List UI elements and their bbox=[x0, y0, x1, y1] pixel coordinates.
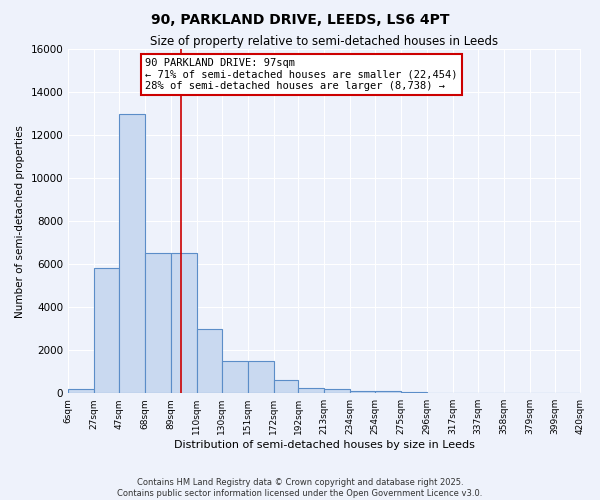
Bar bbox=[221, 361, 248, 393]
Bar bbox=[298, 388, 325, 393]
Text: 90, PARKLAND DRIVE, LEEDS, LS6 4PT: 90, PARKLAND DRIVE, LEEDS, LS6 4PT bbox=[151, 12, 449, 26]
Bar bbox=[401, 392, 427, 393]
Text: Contains HM Land Registry data © Crown copyright and database right 2025.
Contai: Contains HM Land Registry data © Crown c… bbox=[118, 478, 482, 498]
Bar bbox=[68, 389, 94, 393]
X-axis label: Distribution of semi-detached houses by size in Leeds: Distribution of semi-detached houses by … bbox=[174, 440, 475, 450]
Bar bbox=[274, 380, 298, 393]
Text: 90 PARKLAND DRIVE: 97sqm
← 71% of semi-detached houses are smaller (22,454)
28% : 90 PARKLAND DRIVE: 97sqm ← 71% of semi-d… bbox=[145, 58, 457, 91]
Y-axis label: Number of semi-detached properties: Number of semi-detached properties bbox=[15, 124, 25, 318]
Bar bbox=[94, 268, 119, 393]
Bar bbox=[145, 254, 171, 393]
Bar bbox=[375, 392, 401, 393]
Bar bbox=[350, 391, 375, 393]
Bar bbox=[325, 389, 350, 393]
Bar bbox=[248, 361, 274, 393]
Bar bbox=[119, 114, 145, 393]
Bar bbox=[171, 254, 197, 393]
Title: Size of property relative to semi-detached houses in Leeds: Size of property relative to semi-detach… bbox=[150, 35, 499, 48]
Bar bbox=[197, 328, 221, 393]
